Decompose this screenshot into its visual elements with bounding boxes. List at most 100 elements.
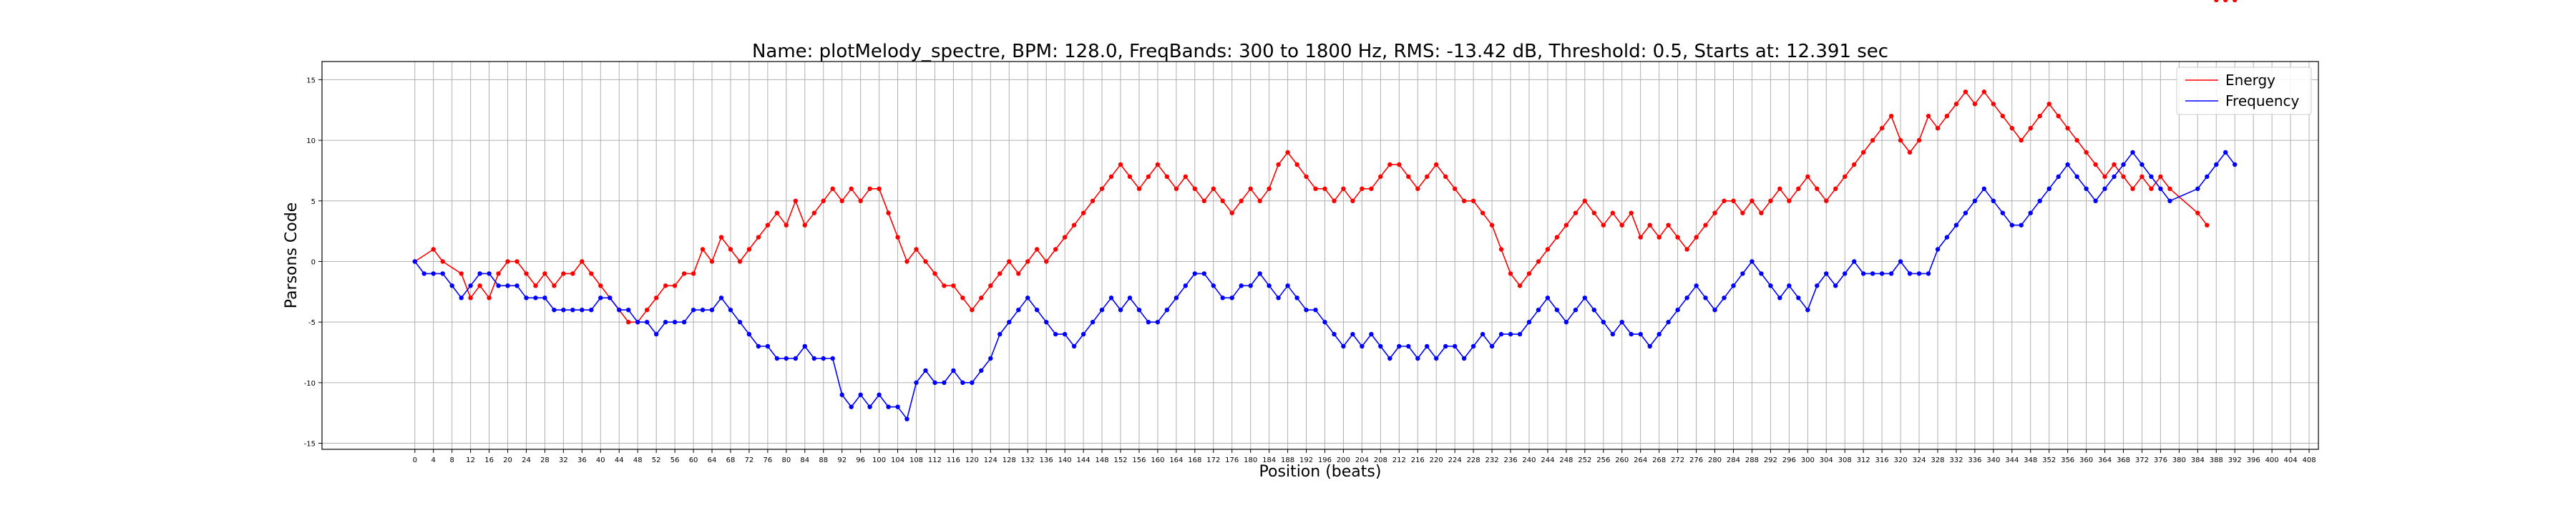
data-point-energy <box>1944 114 1950 119</box>
data-point-frequency <box>1201 271 1207 276</box>
data-point-energy <box>570 271 575 276</box>
data-point-energy <box>524 271 529 276</box>
x-tick-label: 84 <box>800 456 809 464</box>
data-point-frequency <box>1815 283 1820 288</box>
data-point-frequency <box>1777 295 1782 300</box>
data-point-frequency <box>561 308 566 313</box>
data-point-frequency <box>431 271 436 276</box>
data-point-frequency <box>1108 295 1114 300</box>
data-point-frequency <box>663 320 668 325</box>
plot-area-frame <box>321 61 2319 450</box>
data-point-energy <box>1341 186 1346 191</box>
data-point-frequency <box>1517 331 1523 337</box>
x-tick-label: 196 <box>1318 456 1332 464</box>
data-point-energy <box>533 283 538 288</box>
data-point-energy <box>886 210 891 215</box>
data-point-frequency <box>1610 331 1615 337</box>
data-point-energy <box>1536 259 1541 264</box>
x-tick-label: 100 <box>872 456 886 464</box>
data-point-energy <box>1815 186 1820 191</box>
y-tick-label: -15 <box>304 441 316 449</box>
data-point-energy <box>1276 162 1281 167</box>
x-tick-label: 112 <box>928 456 942 464</box>
data-point-energy <box>1722 198 1727 203</box>
x-tick-label: 216 <box>1411 456 1425 464</box>
x-tick-label: 380 <box>2172 456 2186 464</box>
data-point-frequency <box>2084 186 2089 191</box>
data-point-frequency <box>1378 343 1383 349</box>
data-point-frequency <box>1174 295 1179 300</box>
data-point-energy <box>1369 186 1374 191</box>
data-point-frequency <box>1981 186 1986 191</box>
data-point-frequency <box>552 308 557 313</box>
data-point-energy <box>2056 114 2061 119</box>
data-point-frequency <box>1341 343 1346 349</box>
data-point-frequency <box>765 343 771 349</box>
data-point-frequency <box>1425 343 1430 349</box>
data-point-frequency <box>2167 198 2172 203</box>
data-point-energy <box>1378 174 1383 180</box>
data-point-energy <box>951 283 956 288</box>
data-point-energy <box>2102 174 2107 180</box>
x-tick-label: 136 <box>1040 456 1053 464</box>
data-point-energy <box>1731 198 1736 203</box>
y-axis-label: Parsons Code <box>283 202 301 308</box>
data-point-energy <box>1935 126 1941 131</box>
x-tick-label: 324 <box>1912 456 1926 464</box>
data-point-energy <box>1080 210 1086 215</box>
x-tick-label: 168 <box>1188 456 1201 464</box>
data-point-frequency <box>2102 186 2107 191</box>
data-point-frequency <box>951 368 956 373</box>
x-tick-label: 40 <box>596 456 605 464</box>
data-point-energy <box>1285 150 1290 155</box>
data-point-frequency <box>1397 343 1402 349</box>
data-point-energy <box>2214 0 2219 3</box>
data-point-energy <box>802 223 808 228</box>
data-point-energy <box>1694 235 1699 240</box>
data-point-frequency <box>2205 174 2210 180</box>
data-point-frequency <box>1916 271 1922 276</box>
data-point-frequency <box>533 295 538 300</box>
x-tick-label: 24 <box>522 456 531 464</box>
data-point-frequency <box>1898 259 1903 264</box>
data-point-frequency <box>1127 295 1133 300</box>
data-point-energy <box>1991 102 1996 107</box>
data-point-energy <box>821 198 826 203</box>
x-tick-label: 336 <box>1968 456 1981 464</box>
x-tick-label: 332 <box>1949 456 1963 464</box>
data-point-energy <box>1174 186 1179 191</box>
data-point-frequency <box>412 259 417 264</box>
grid <box>322 62 2318 449</box>
x-tick-label: 88 <box>819 456 828 464</box>
data-point-frequency <box>1071 343 1077 349</box>
data-point-energy <box>988 283 993 288</box>
data-point-energy <box>1453 186 1458 191</box>
data-point-frequency <box>1480 331 1485 337</box>
data-point-frequency <box>1229 295 1234 300</box>
data-point-frequency <box>1099 308 1105 313</box>
x-tick-label: 368 <box>2117 456 2130 464</box>
data-point-frequency <box>2037 198 2042 203</box>
data-point-energy <box>645 308 650 313</box>
data-point-frequency <box>1944 235 1950 240</box>
data-point-frequency <box>895 404 900 409</box>
data-point-frequency <box>1192 271 1198 276</box>
data-point-energy <box>2019 137 2024 143</box>
data-point-energy <box>877 186 882 191</box>
data-point-energy <box>2121 174 2126 180</box>
data-point-frequency <box>1926 271 1931 276</box>
data-point-frequency <box>1415 356 1420 361</box>
data-point-energy <box>1257 198 1262 203</box>
x-tick-label: 236 <box>1503 456 1517 464</box>
data-point-frequency <box>2028 210 2033 215</box>
data-point-energy <box>2065 126 2070 131</box>
x-tick-label: 316 <box>1875 456 1889 464</box>
x-tick-label: 268 <box>1652 456 1666 464</box>
x-tick-label: 272 <box>1671 456 1684 464</box>
data-point-energy <box>2046 102 2051 107</box>
x-tick-label: 244 <box>1541 456 1554 464</box>
data-point-energy <box>514 259 519 264</box>
data-point-energy <box>1647 223 1652 228</box>
data-point-energy <box>2130 186 2135 191</box>
